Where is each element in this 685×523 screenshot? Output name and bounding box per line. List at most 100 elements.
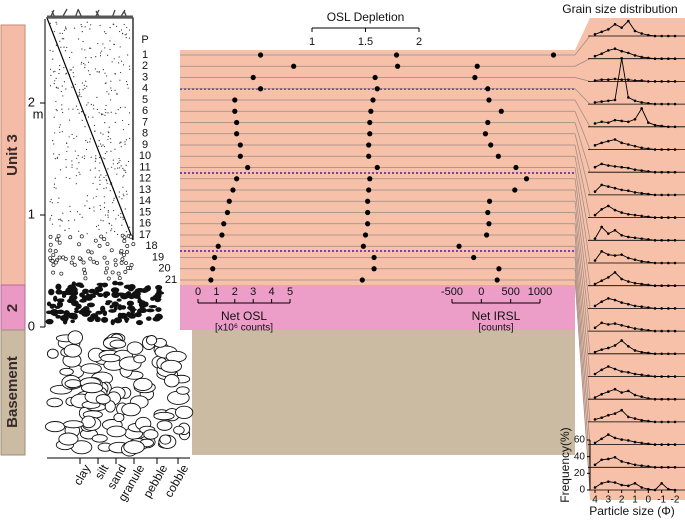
sand-grain <box>69 205 71 207</box>
grain-point <box>593 486 597 489</box>
sand-grain <box>81 48 83 50</box>
sand-grain <box>66 150 68 153</box>
sand-grain <box>61 131 63 133</box>
grain-point <box>653 170 657 174</box>
granule <box>128 234 133 239</box>
sand-grain <box>119 167 121 169</box>
pebble <box>55 283 62 291</box>
pebble <box>117 312 123 319</box>
data-dot <box>513 164 519 171</box>
sand-grain <box>68 108 70 110</box>
granule <box>51 270 56 275</box>
sand-grain <box>50 198 52 200</box>
sand-grain <box>84 49 86 51</box>
grain-point <box>627 235 630 239</box>
pebble <box>144 285 151 292</box>
grain-point <box>627 120 630 124</box>
grain-point <box>627 484 630 488</box>
grain-point <box>600 250 603 253</box>
grain-point <box>613 186 617 190</box>
sand-grain <box>57 87 59 89</box>
pebble <box>88 288 96 294</box>
pebble <box>45 318 54 325</box>
sand-grain <box>65 166 67 168</box>
sand-grain <box>54 158 56 160</box>
sand-grain <box>85 114 87 116</box>
sand-grain <box>127 54 129 56</box>
sand-grain <box>124 208 126 210</box>
sand-grain <box>102 220 104 222</box>
data-dot <box>456 243 462 249</box>
sand-grain <box>124 106 126 108</box>
granule <box>77 256 82 261</box>
sand-grain <box>63 81 66 83</box>
data-dot <box>472 74 478 81</box>
cobble <box>58 432 79 446</box>
grain-point <box>653 307 657 310</box>
sand-grain <box>60 90 62 93</box>
sand-grain <box>102 133 104 135</box>
sand-grain <box>80 63 82 65</box>
pebble <box>97 293 104 298</box>
sand-grain <box>94 68 96 70</box>
sand-grain <box>73 27 76 29</box>
grain-point <box>607 297 610 300</box>
sand-grain <box>51 223 54 225</box>
grain-point <box>600 141 603 145</box>
granule <box>123 269 128 274</box>
sand-grain <box>118 196 120 198</box>
connector-line <box>574 88 591 105</box>
grain-point <box>647 33 650 37</box>
sand-grain <box>96 96 98 98</box>
data-dot <box>485 209 491 216</box>
grain-point <box>667 261 670 265</box>
sand-grain <box>121 119 124 122</box>
sand-grain <box>78 230 80 232</box>
sand-grain <box>78 112 80 114</box>
cobble <box>126 341 144 355</box>
grain-point <box>653 102 657 106</box>
sand-grain <box>127 160 130 163</box>
sample-label: 2 <box>142 60 148 72</box>
sand-grain <box>125 33 127 35</box>
sand-grain <box>122 216 124 218</box>
grain-point <box>660 193 663 197</box>
sand-grain <box>105 174 107 177</box>
sand-grain <box>112 159 114 161</box>
sand-grain <box>83 157 86 160</box>
sand-grain <box>122 167 124 169</box>
granule <box>95 260 100 265</box>
grain-point <box>593 418 597 421</box>
sand-grain <box>65 176 67 179</box>
sand-grain <box>119 79 121 81</box>
data-dot <box>224 209 231 216</box>
pebble <box>155 307 162 312</box>
sample-label: 3 <box>142 71 148 83</box>
sand-grain <box>126 83 128 86</box>
grain-point <box>647 283 650 287</box>
sand-grain <box>125 231 128 233</box>
grain-point <box>653 261 657 265</box>
data-dot <box>362 232 369 238</box>
grain-point <box>647 351 650 355</box>
data-dot <box>230 187 236 193</box>
grass <box>49 8 128 19</box>
pebble <box>103 291 111 297</box>
cobble <box>153 411 175 421</box>
grain-point <box>667 102 670 106</box>
sand-grain <box>98 228 100 231</box>
grain-point <box>620 165 623 169</box>
grain-point <box>593 282 597 286</box>
sand-grain <box>62 95 64 97</box>
pebble <box>86 302 95 308</box>
cobble <box>123 440 145 454</box>
grain-point <box>613 229 617 232</box>
sample-label: 5 <box>142 94 148 106</box>
granule <box>82 267 87 272</box>
grain-point <box>613 412 617 415</box>
sand-grain <box>118 30 121 33</box>
data-dot <box>474 63 480 69</box>
grain-point <box>613 118 617 122</box>
sand-grain <box>86 233 88 235</box>
sand-grain <box>63 38 65 40</box>
